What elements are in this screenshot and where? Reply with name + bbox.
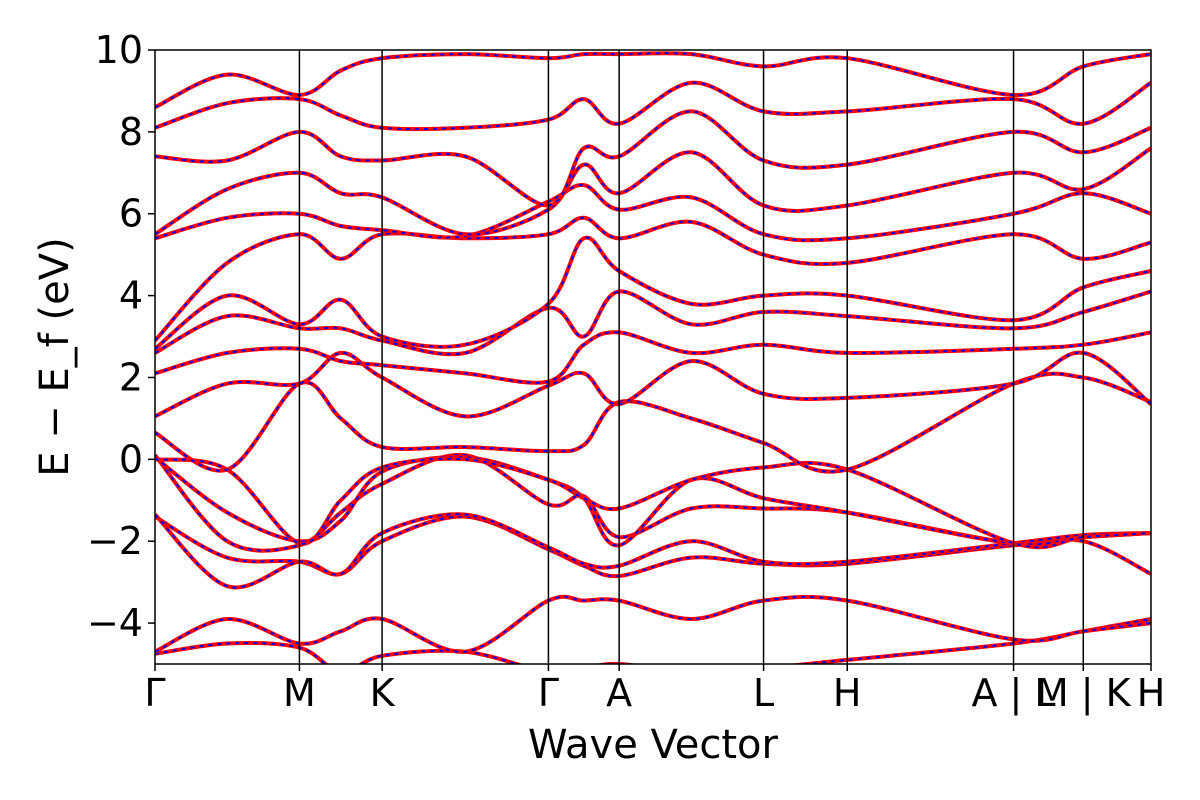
band-10-solid-line <box>155 330 1151 385</box>
y-tick-label: −2 <box>87 519 143 563</box>
band-7-solid-line <box>155 456 1151 550</box>
band-5-dashed-line <box>155 453 1151 552</box>
band-5-solid-line <box>155 452 1151 553</box>
band-10-dashed-line <box>155 331 1151 384</box>
y-axis-ticks: −4 −2 0 2 4 6 8 10 <box>87 28 155 645</box>
band-2-dashed-line <box>155 595 1151 653</box>
y-tick-label: −4 <box>87 601 143 645</box>
y-tick-label: 2 <box>119 355 143 399</box>
y-tick-label: 4 <box>119 274 143 318</box>
x-tick-label: A <box>606 671 632 715</box>
band-11-dashed-line <box>155 290 1151 356</box>
band-16-solid-line <box>155 109 1151 208</box>
y-tick-label: 6 <box>119 192 143 236</box>
band-13-dashed-line <box>155 216 1151 342</box>
band-18-dashed-line <box>155 52 1151 109</box>
band-1-solid-line <box>155 617 1151 664</box>
band-14-solid-line <box>155 183 1151 243</box>
band-6-dashed-line <box>155 456 1151 547</box>
x-tick-label: H <box>1137 671 1166 715</box>
band-6-solid-line <box>155 455 1151 548</box>
y-tick-label: 10 <box>95 28 143 72</box>
band-12-solid-line <box>155 235 1151 351</box>
bands-layer <box>155 51 1151 664</box>
band-17-dashed-line <box>155 81 1151 131</box>
x-tick-label: K <box>370 671 396 715</box>
y-axis-label: E − E_f (eV) <box>32 237 78 476</box>
band-9-dashed-line <box>155 351 1151 418</box>
y-tick-label: 0 <box>119 437 143 481</box>
x-tick-label: Γ <box>538 671 559 715</box>
y-tick-label: 8 <box>119 110 143 154</box>
x-tick-label: M <box>283 671 316 715</box>
x-tick-label: L <box>753 671 774 715</box>
plot-frame <box>154 49 1152 665</box>
x-tick-label: H <box>833 671 862 715</box>
x-tick-label: M | K <box>1036 671 1132 716</box>
kpoint-divider-lines <box>298 50 1085 664</box>
band-4-dashed-line <box>155 513 1151 589</box>
x-tick-label: Γ <box>144 671 165 715</box>
band-1-dashed-line <box>155 618 1151 664</box>
x-axis-label: Wave Vector <box>528 722 779 768</box>
band-15-dashed-line <box>155 147 1151 236</box>
band-17-solid-line <box>155 80 1151 132</box>
x-tick-label: A | L <box>971 671 1055 716</box>
band-15-solid-line <box>155 146 1151 237</box>
band-7-dashed-line <box>155 457 1151 549</box>
band-8-dashed-line <box>155 372 1151 473</box>
band-16-dashed-line <box>155 110 1151 207</box>
band-12-dashed-line <box>155 236 1151 350</box>
